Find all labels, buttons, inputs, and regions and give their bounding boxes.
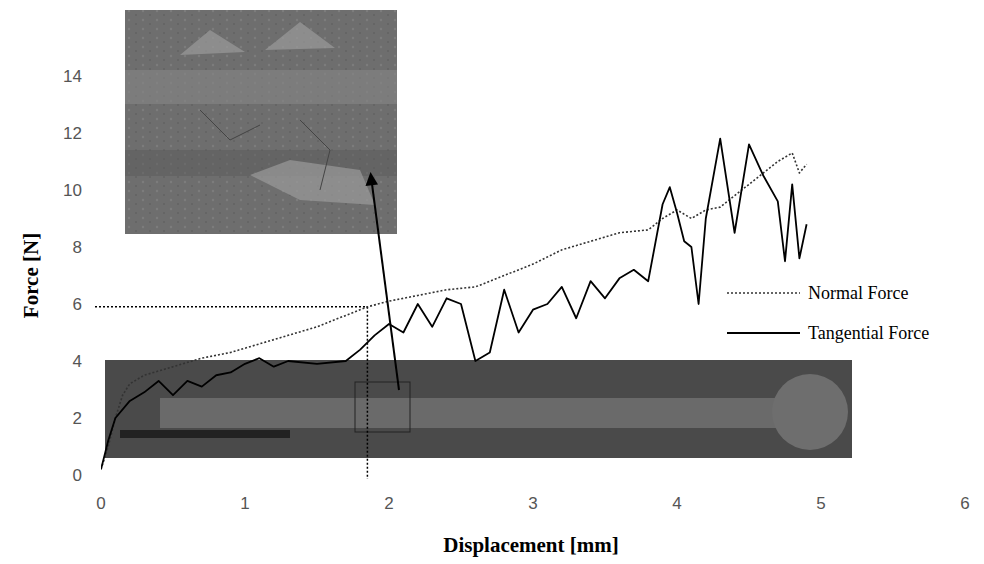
y-axis-title: Force [N] xyxy=(19,233,43,318)
y-tick-label: 8 xyxy=(73,238,82,257)
y-tick-label: 10 xyxy=(63,181,82,200)
y-tick-label: 0 xyxy=(73,466,82,485)
chart: 024681012140123456Displacement [mm]Force… xyxy=(0,0,984,564)
sem-scratch-edge xyxy=(125,70,397,104)
x-tick-label: 0 xyxy=(96,494,105,513)
sem-zoom-box xyxy=(355,382,410,432)
arrow-head xyxy=(366,172,379,186)
series-line xyxy=(101,153,807,469)
sem-cracks xyxy=(200,110,330,190)
critical-load-line xyxy=(95,306,367,308)
critical-displacement-line xyxy=(367,307,369,479)
series-group xyxy=(101,139,807,470)
legend-label: Tangential Force xyxy=(808,323,929,343)
y-tick-label: 12 xyxy=(63,124,82,143)
x-tick-label: 1 xyxy=(240,494,249,513)
y-tick-label: 6 xyxy=(73,295,82,314)
y-tick-label: 4 xyxy=(73,352,82,371)
callout-arrow xyxy=(366,172,400,390)
legend: Normal Force Tangential Force xyxy=(727,283,929,343)
x-tick-label: 4 xyxy=(672,494,681,513)
sem-image xyxy=(125,10,397,234)
legend-swatch xyxy=(727,292,800,294)
x-tick-label: 3 xyxy=(528,494,537,513)
arrow-shaft xyxy=(372,184,399,390)
y-tick-label: 14 xyxy=(63,67,82,86)
y-tick-label: 2 xyxy=(73,409,82,428)
series-line xyxy=(101,139,807,470)
x-tick-label: 2 xyxy=(384,494,393,513)
sem-inset-top xyxy=(125,10,397,234)
x-tick-label: 5 xyxy=(816,494,825,513)
x-axis-title: Displacement [mm] xyxy=(443,533,619,557)
legend-swatch xyxy=(727,332,800,334)
sem-scratch-track xyxy=(160,398,780,428)
sem-info-bar xyxy=(120,430,290,438)
x-tick-label: 6 xyxy=(960,494,969,513)
legend-label: Normal Force xyxy=(808,283,908,303)
sem-chips xyxy=(180,22,375,205)
sem-scratch-end xyxy=(772,374,848,450)
